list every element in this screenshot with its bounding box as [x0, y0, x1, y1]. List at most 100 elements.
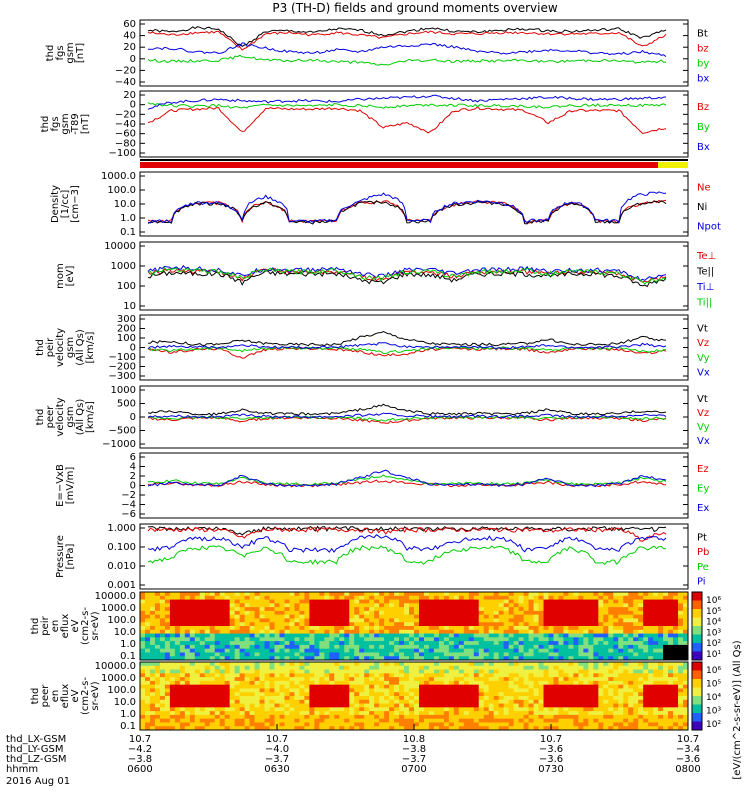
spectrogram-cell [668, 688, 674, 693]
spectrogram-cell [683, 607, 689, 612]
spectrogram-cell [528, 652, 535, 657]
spectrogram-cell [443, 707, 450, 712]
spectrogram-cell [553, 629, 559, 635]
spectrogram-cell [199, 641, 206, 646]
spectrogram-cell [653, 677, 659, 682]
spectrogram-cell [209, 607, 216, 612]
spectrogram-cell [324, 641, 330, 646]
spectrogram-cell [498, 595, 505, 601]
spectrogram-cell [613, 656, 619, 661]
spectrogram-cell [189, 669, 196, 674]
spectrogram-cell [389, 677, 395, 682]
spectrogram-cell [608, 696, 614, 701]
legend-entry: Bx [697, 142, 710, 153]
spectrogram-cell [473, 603, 480, 608]
spectrogram-cell [164, 644, 171, 650]
spectrogram-cell [269, 633, 276, 638]
spectrogram-cell [389, 599, 395, 604]
spectrogram-cell [254, 722, 261, 727]
spectrogram-cell [578, 718, 584, 723]
spectrogram-cell [473, 703, 480, 708]
spectrogram-cell [668, 696, 674, 701]
spectrogram-cell [409, 656, 415, 661]
series-line [147, 416, 667, 424]
spectrogram-cell [628, 618, 634, 623]
spectrogram-cell [384, 656, 390, 661]
spectrogram-cell [658, 692, 664, 697]
spectrogram-cell [433, 626, 440, 631]
spectrogram-cell [259, 610, 266, 616]
spectrogram-cell [423, 718, 430, 723]
spectrogram-cell [588, 629, 594, 635]
y-tick-label: 100 [117, 333, 136, 344]
spectrogram-cell [389, 714, 395, 720]
spectrogram-cell [598, 618, 604, 623]
spectrogram-cell [478, 662, 485, 667]
spectrogram-cell [314, 648, 320, 653]
spectrogram-cell [279, 669, 285, 674]
spectrogram-cell [498, 641, 505, 646]
spectrogram-cell [433, 665, 440, 671]
spectrogram-cell [463, 677, 470, 682]
spectrogram-cell [658, 703, 664, 708]
spectrogram-cell [473, 618, 480, 623]
spectrogram-cell [433, 692, 440, 697]
spectrogram-cell [224, 722, 231, 727]
spectrogram-cell [523, 699, 530, 705]
spectrogram-cell [418, 614, 425, 619]
spectrogram-cell [618, 656, 624, 661]
spectrogram-cell [563, 622, 569, 627]
spectrogram-cell [159, 622, 166, 627]
spectrogram-cell [379, 618, 385, 623]
spectrogram-cell [433, 662, 440, 667]
spectrogram-cell [523, 665, 530, 671]
spectrogram-cell [433, 644, 440, 650]
spectrogram-cell [478, 718, 485, 723]
legend-entry: Pi [697, 577, 706, 588]
spectrogram-cell [299, 665, 305, 671]
spectrogram-cell [538, 618, 545, 623]
spectrogram-cell [623, 692, 629, 697]
spectrogram-cell [214, 610, 221, 616]
panel-frame [139, 385, 689, 449]
spectrogram-cell [523, 637, 530, 642]
spectrogram-cell [523, 711, 530, 716]
spectrogram-cell [608, 633, 614, 638]
spectrogram-cell [414, 714, 420, 720]
spectrogram-cell [359, 696, 365, 701]
spectrogram-cell [224, 684, 231, 689]
spectrogram-cell [204, 614, 211, 619]
spectrogram-cell [683, 692, 689, 697]
spectrogram-cell [209, 622, 216, 627]
spectrogram-cell [199, 684, 206, 689]
panel-ylabel: [1/cc] [60, 190, 71, 219]
spectrogram-cell [394, 622, 400, 627]
spectrogram-cell [543, 633, 550, 638]
spectrogram-cell [319, 665, 325, 671]
spectrogram-cell [683, 677, 689, 682]
spectrogram-cell [144, 692, 151, 697]
spectrogram-cell [189, 637, 196, 642]
spectrogram-cell [498, 599, 505, 604]
spectrogram-cell [399, 718, 405, 723]
spectrogram-cell [463, 614, 470, 619]
spectrogram-cell [329, 726, 335, 731]
spectrogram-cell [508, 592, 515, 597]
spectrogram-cell [374, 641, 380, 646]
spectrogram-cell [374, 595, 380, 601]
spectrogram-cell [199, 607, 206, 612]
spectrogram-cell [399, 599, 405, 604]
spectrogram-cell [538, 726, 545, 731]
spectrogram-cell [384, 703, 390, 708]
spectrogram-cell [399, 644, 405, 650]
spectrogram-cell [603, 644, 609, 650]
spectrogram-cell [169, 680, 176, 686]
spectrogram-cell [428, 644, 435, 650]
spectrogram-cell [623, 629, 629, 635]
spectrogram-cell [478, 656, 485, 661]
spectrogram-cell [349, 641, 355, 646]
spectrogram-cell [409, 607, 415, 612]
spectrogram-cell [244, 714, 251, 720]
spectrogram-cell [528, 641, 535, 646]
spectrogram-cell [533, 673, 540, 678]
